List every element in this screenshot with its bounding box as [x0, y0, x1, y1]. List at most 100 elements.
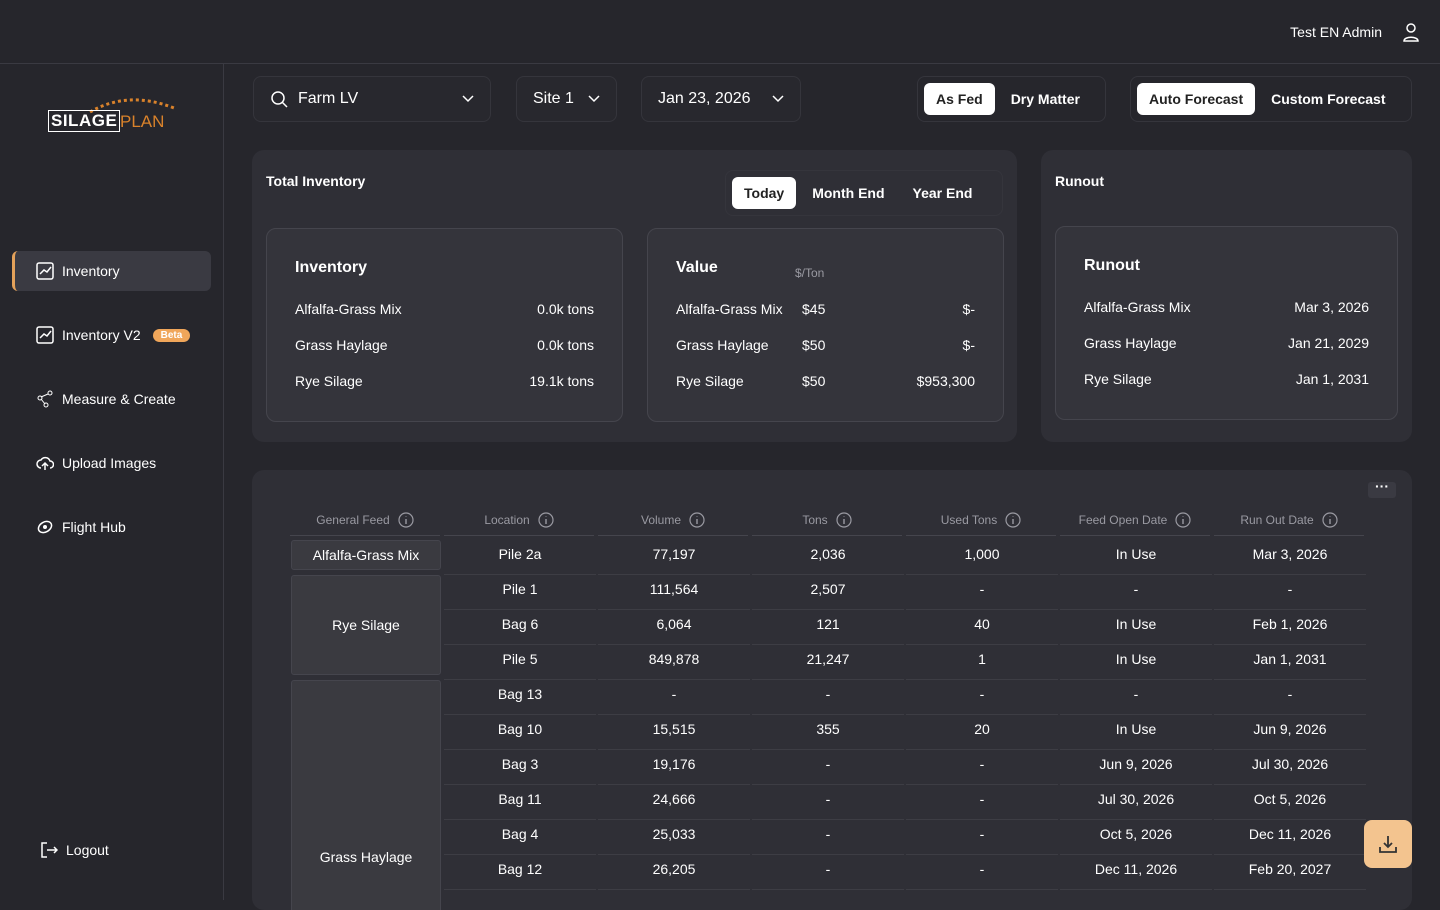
- inventory-table: ··· General Feed Location Volume Tons Used T…: [252, 470, 1412, 910]
- table-cell: Jun 9, 2026: [1214, 715, 1366, 750]
- feed-group: Rye Silage: [291, 575, 441, 675]
- nav-item[interactable]: Measure & Create: [12, 379, 211, 419]
- total-value: $953,300: [916, 373, 975, 389]
- column-header: Feed Open Date: [1060, 504, 1210, 536]
- header-label: General Feed: [316, 512, 390, 527]
- table-cell: 111,564: [598, 575, 750, 610]
- info-icon[interactable]: [836, 511, 852, 528]
- table-cell: 355: [752, 715, 904, 750]
- info-icon[interactable]: [1175, 511, 1191, 528]
- nav-item[interactable]: Inventory V2 Beta: [12, 315, 211, 355]
- tab[interactable]: Today: [732, 177, 797, 209]
- column-header: Location: [444, 504, 594, 536]
- table-cell: Mar 3, 2026: [1214, 540, 1366, 575]
- info-icon[interactable]: [398, 511, 414, 528]
- feed-name: Grass Haylage: [1084, 335, 1177, 351]
- table-cell: 121: [752, 610, 904, 645]
- nav-item[interactable]: Flight Hub: [12, 507, 211, 547]
- nav-label: Inventory: [62, 263, 120, 279]
- table-cell: Feb 1, 2026: [1214, 610, 1366, 645]
- tab[interactable]: Year End: [912, 185, 973, 201]
- table-cell: Dec 11, 2026: [1214, 820, 1366, 855]
- total-value: $-: [962, 337, 975, 353]
- table-cell: Oct 5, 2026: [1060, 820, 1212, 855]
- beta-badge: Beta: [152, 328, 191, 342]
- card-title: Value: [676, 259, 718, 276]
- sidebar: SILAGE PLAN Inventory Inventory V2 Beta M…: [0, 64, 224, 900]
- more-menu[interactable]: ···: [1368, 479, 1396, 498]
- nav-icon: [36, 326, 54, 344]
- table-cell: In Use: [1060, 610, 1212, 645]
- nav-label: Inventory V2: [62, 327, 141, 343]
- user-name[interactable]: Test EN Admin: [1290, 24, 1382, 40]
- table-cell: -: [1060, 575, 1212, 610]
- search-icon: [271, 91, 288, 108]
- download-button[interactable]: [1364, 820, 1412, 868]
- table-cell: -: [1214, 575, 1366, 610]
- info-icon[interactable]: [689, 511, 705, 528]
- table-cell: Jul 30, 2026: [1214, 750, 1366, 785]
- table-cell: -: [752, 820, 904, 855]
- logout-icon: [41, 842, 58, 858]
- site-select[interactable]: Site 1: [516, 76, 617, 122]
- header-label: Volume: [640, 512, 682, 527]
- feed-amount: 19.1k tons: [529, 373, 594, 389]
- table-cell: 24,666: [598, 785, 750, 820]
- table-cell: -: [906, 680, 1058, 715]
- table-cell: -: [752, 680, 904, 715]
- toggle-button[interactable]: As Fed: [924, 83, 995, 115]
- download-icon: [1379, 836, 1397, 853]
- toggle-button[interactable]: Dry Matter: [1010, 91, 1080, 107]
- feed-name: Alfalfa-Grass Mix: [1084, 299, 1191, 315]
- date-select[interactable]: Jan 23, 2026: [641, 76, 801, 122]
- card-unit: $/Ton: [795, 266, 825, 280]
- table-cell: 1: [906, 645, 1058, 680]
- inventory-card: Inventory Alfalfa-Grass Mix 0.0k tons Grass…: [266, 228, 623, 422]
- header-label: Used Tons: [940, 512, 998, 527]
- logo-arc: [89, 98, 175, 114]
- info-icon[interactable]: [1005, 511, 1021, 528]
- table-cell: Bag 10: [444, 715, 596, 750]
- header-label: Feed Open Date: [1078, 512, 1168, 527]
- header-label: Run Out Date: [1240, 512, 1314, 527]
- chevron: [462, 95, 474, 103]
- logout[interactable]: Logout: [16, 830, 215, 870]
- runout-date: Jan 1, 2031: [1295, 371, 1369, 387]
- feed-name: Grass Haylage: [676, 337, 769, 353]
- price-per-ton: $50: [802, 337, 826, 353]
- column-header: Run Out Date: [1214, 504, 1364, 536]
- table-cell: Oct 5, 2026: [1214, 785, 1366, 820]
- farm-select[interactable]: Farm LV: [253, 76, 491, 122]
- table-cell: Feb 20, 2027: [1214, 855, 1366, 890]
- card-title: Runout: [1084, 257, 1140, 274]
- table-cell: Jul 30, 2026: [1060, 785, 1212, 820]
- nav-item[interactable]: Upload Images: [12, 443, 211, 483]
- table-cell: -: [906, 785, 1058, 820]
- farm-value: Farm LV: [298, 90, 359, 107]
- logo-text: PLAN: [120, 112, 165, 131]
- chevron: [588, 95, 600, 103]
- user-icon[interactable]: [1402, 22, 1420, 42]
- feed-name: Alfalfa-Grass Mix: [676, 301, 783, 317]
- feed-group: Grass Haylage: [291, 680, 441, 910]
- info-icon[interactable]: [1322, 511, 1338, 528]
- column-header: Tons: [752, 504, 902, 536]
- logout-label: Logout: [66, 842, 109, 858]
- runout-panel: Runout Runout Alfalfa-Grass Mix Mar 3, 202…: [1041, 150, 1412, 442]
- toggle-button[interactable]: Auto Forecast: [1137, 83, 1256, 115]
- nav-item[interactable]: Inventory: [12, 251, 211, 291]
- table-cell: -: [752, 750, 904, 785]
- info-icon[interactable]: [538, 511, 554, 528]
- logo: SILAGE PLAN: [48, 94, 178, 134]
- value-card: Value $/Ton Alfalfa-Grass Mix $45 $- Grass Ha…: [647, 228, 1004, 422]
- toggle-button[interactable]: Custom Forecast: [1271, 91, 1386, 107]
- total-value: $-: [962, 301, 975, 317]
- feed-amount: 0.0k tons: [537, 301, 594, 317]
- table-cell: -: [906, 855, 1058, 890]
- panel-title: Runout: [1055, 173, 1104, 189]
- table-cell: Jan 1, 2031: [1214, 645, 1366, 680]
- tab[interactable]: Month End: [812, 185, 885, 201]
- feed-name: Rye Silage: [676, 373, 744, 389]
- table-cell: -: [906, 820, 1058, 855]
- table-cell: In Use: [1060, 540, 1212, 575]
